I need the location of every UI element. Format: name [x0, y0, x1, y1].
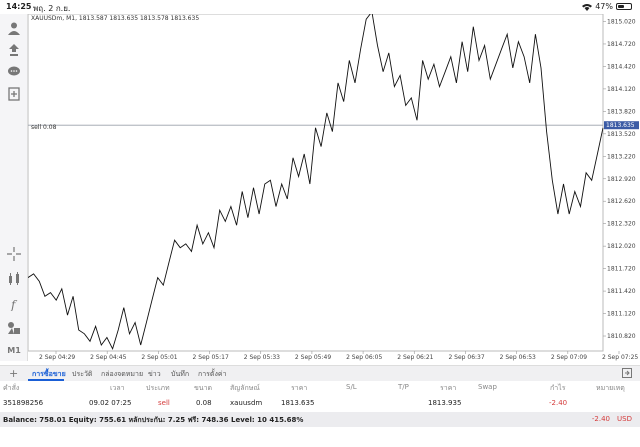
y-tick-label: 1813.520 — [607, 131, 636, 138]
y-tick-label: 1814.720 — [607, 41, 636, 48]
trade-icon[interactable] — [4, 40, 24, 60]
battery-icon — [616, 3, 632, 10]
col-time: เวลา — [110, 384, 125, 392]
svg-text:f: f — [10, 298, 18, 311]
plot-frame — [28, 14, 604, 352]
x-tick-label: 2 Sep 06:37 — [448, 354, 484, 361]
battery-level — [618, 5, 625, 8]
x-tick-label: 2 Sep 06:53 — [500, 354, 536, 361]
objects-icon[interactable] — [4, 318, 24, 338]
timeframe-button[interactable]: M1 — [4, 340, 24, 360]
col-size: ขนาด — [194, 384, 213, 392]
col-symbol: สัญลักษณ์ — [230, 384, 260, 392]
x-tick-label: 2 Sep 05:17 — [193, 354, 229, 361]
status-bar: 14:25 พฤ. 2 ก.ย. 47% — [0, 0, 640, 14]
timeframe-label: M1 — [7, 345, 21, 355]
current-price-label: 1813.635 — [606, 122, 635, 129]
y-tick-label: 1813.820 — [607, 108, 636, 115]
chart-canvas[interactable]: 1815.020 1814.720 1814.420 1814.120 1813.820… — [28, 14, 640, 361]
order-time: 09.02 07:25 — [89, 399, 132, 407]
x-tick-label: 2 Sep 04:29 — [39, 354, 75, 361]
tab-news[interactable]: ข่าว — [148, 370, 161, 378]
y-tick-label: 1810.820 — [607, 333, 636, 340]
y-tick-label: 1812.920 — [607, 176, 636, 183]
indicators-icon[interactable] — [4, 269, 24, 289]
total-profit: -2.40 — [591, 415, 610, 423]
x-tick-label: 2 Sep 05:01 — [141, 354, 177, 361]
tab-settings[interactable]: การตั้งค่า — [198, 370, 227, 378]
order-type: sell — [158, 399, 170, 407]
collapse-icon[interactable] — [622, 368, 632, 378]
x-tick-label: 2 Sep 07:25 — [602, 354, 638, 361]
col-swap: Swap — [478, 383, 497, 391]
clock: 14:25 — [6, 2, 32, 11]
table-header: คำสั่ง เวลา ประเภท ขนาด สัญลักษณ์ ราคา S… — [0, 381, 640, 394]
order-current-price: 1813.935 — [428, 399, 462, 407]
tab-history[interactable]: ประวัติ — [72, 370, 93, 378]
y-tick-label: 1812.320 — [607, 221, 636, 228]
x-tick-label: 2 Sep 05:33 — [244, 354, 280, 361]
x-tick-label: 2 Sep 06:05 — [346, 354, 382, 361]
tab-mailbox[interactable]: กล่องจดหมาย — [101, 370, 144, 378]
col-profit: กำไร — [550, 384, 566, 392]
col-type: ประเภท — [146, 384, 170, 392]
y-tick-label: 1811.720 — [607, 266, 636, 273]
order-id: 351898256 — [3, 399, 44, 407]
chat-icon[interactable] — [4, 62, 24, 82]
y-tick-label: 1814.420 — [607, 63, 636, 70]
col-price: ราคา — [291, 384, 308, 392]
order-size: 0.08 — [196, 399, 212, 407]
balance-summary: Balance: 758.01 Equity: 755.61 หลักประกั… — [3, 416, 304, 424]
add-document-icon[interactable] — [4, 84, 24, 104]
function-icon[interactable]: f — [4, 294, 24, 314]
y-tick-label: 1812.020 — [607, 243, 636, 250]
current-price-tag — [604, 121, 639, 130]
date: พฤ. 2 ก.ย. — [33, 4, 71, 13]
y-tick-label: 1814.120 — [607, 86, 636, 93]
tab-journal[interactable]: บันทึก — [171, 370, 190, 378]
crosshair-icon[interactable] — [4, 244, 24, 264]
y-tick-label: 1811.420 — [607, 288, 636, 295]
x-tick-label: 2 Sep 06:21 — [397, 354, 433, 361]
left-toolbar: f M1 — [0, 14, 28, 361]
y-tick-label: 1813.220 — [607, 153, 636, 160]
x-tick-label: 2 Sep 07:09 — [551, 354, 587, 361]
active-tab-indicator — [28, 379, 64, 381]
add-icon[interactable]: + — [9, 367, 19, 380]
col-current-price: ราคา — [440, 384, 457, 392]
col-sl: S/L — [346, 383, 357, 391]
col-comment: หมายเหตุ — [596, 384, 625, 392]
col-tp: T/P — [398, 383, 409, 391]
y-tick-label: 1811.120 — [607, 311, 636, 318]
account-icon[interactable] — [4, 18, 24, 38]
sell-order-label: sell 0.08 — [31, 124, 57, 131]
x-tick-label: 2 Sep 04:45 — [90, 354, 126, 361]
status-right: 47% — [582, 2, 632, 11]
order-price: 1813.635 — [281, 399, 315, 407]
order-symbol: xauusdm — [230, 399, 263, 407]
wifi-icon — [582, 3, 593, 11]
col-order: คำสั่ง — [3, 384, 20, 392]
order-profit: -2.40 — [549, 399, 568, 407]
battery-percent: 47% — [595, 2, 613, 11]
account-currency: USD — [617, 415, 632, 423]
balance-bar: Balance: 758.01 Equity: 755.61 หลักประกั… — [0, 412, 640, 427]
tab-trade[interactable]: การซื้อขาย — [32, 370, 66, 378]
y-tick-label: 1815.020 — [607, 18, 636, 25]
price-series-line — [28, 14, 604, 351]
table-row[interactable]: 351898256 09.02 07:25 sell 0.08 xauusdm … — [0, 396, 640, 410]
x-tick-label: 2 Sep 05:49 — [295, 354, 331, 361]
chart-header: XAUUSDm, M1, 1813.587 1813.635 1813.578 … — [31, 15, 200, 22]
y-tick-label: 1812.620 — [607, 198, 636, 205]
price-chart[interactable]: 1815.020 1814.720 1814.420 1814.120 1813.820… — [28, 14, 640, 361]
terminal-tabs: + การซื้อขาย ประวัติ กล่องจดหมาย ข่าว บั… — [0, 365, 640, 381]
